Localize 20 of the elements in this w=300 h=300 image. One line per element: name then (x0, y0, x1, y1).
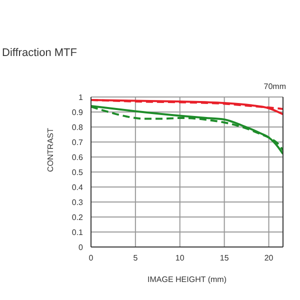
x-tick-label: 15 (220, 254, 230, 263)
y-tick-label: 1 (78, 92, 84, 102)
text: 70mm (264, 82, 286, 91)
y-tick-label: 0.5 (72, 168, 84, 177)
y-axis-title: CONTRAST (46, 128, 55, 172)
y-tick-label: 0.1 (72, 228, 84, 237)
y-tick-label: 0 (78, 242, 84, 252)
y-tick-label: 0.3 (72, 198, 84, 207)
y-tick-label: 0.4 (72, 182, 84, 192)
chart-title: Diffraction MTF (2, 47, 77, 59)
y-tick-label: 0.8 (72, 122, 84, 132)
x-tick-label: 5 (133, 254, 138, 263)
x-tick-label: 10 (175, 254, 185, 263)
x-tick-label: 20 (264, 254, 274, 263)
y-tick-label: 0.2 (72, 212, 84, 222)
x-tick-label: 0 (88, 254, 94, 263)
y-tick-label: 0.7 (72, 138, 84, 147)
y-tick-label: 0.6 (72, 152, 84, 162)
x-axis-title: IMAGE HEIGHT (mm) (148, 275, 227, 284)
y-tick-label: 0.9 (72, 108, 84, 117)
